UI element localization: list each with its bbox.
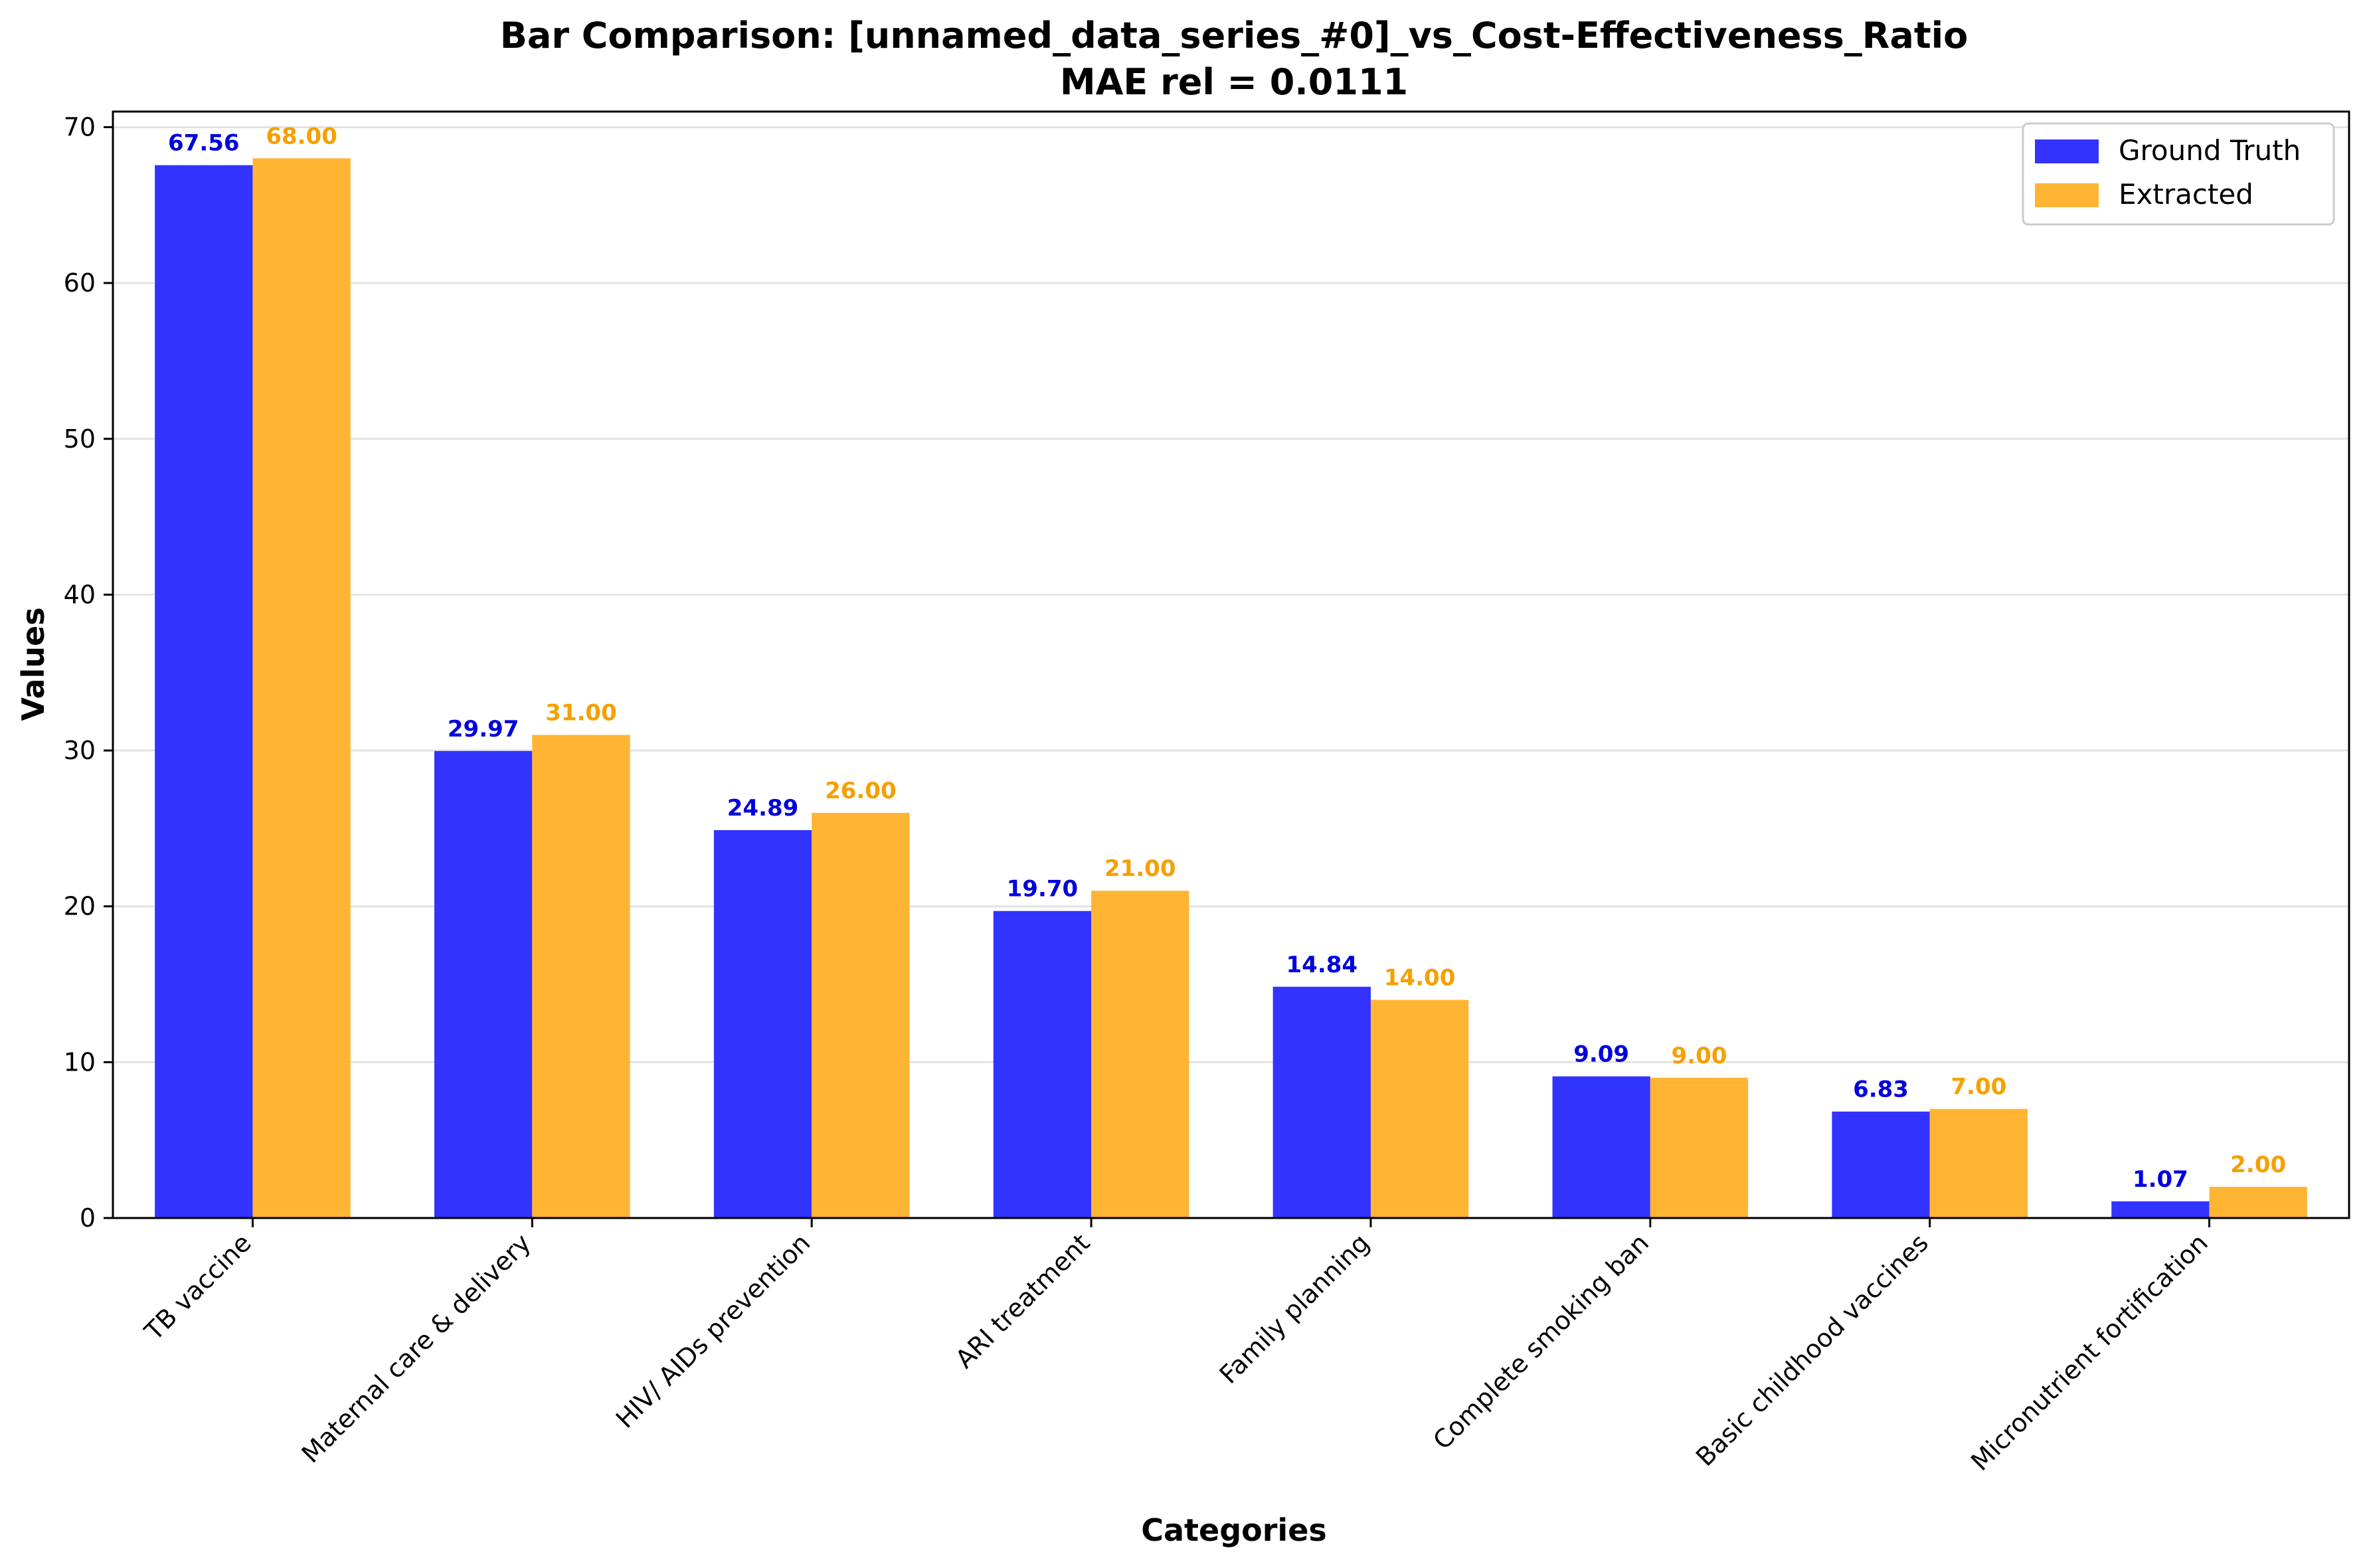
bar-value-label: 21.00: [1104, 855, 1176, 882]
bar-value-label: 19.70: [1007, 876, 1079, 903]
y-tick-label: 10: [64, 1047, 96, 1077]
bar-extracted: [252, 158, 351, 1218]
chart-subtitle: MAE rel = 0.0111: [1060, 61, 1408, 103]
legend-label: Ground Truth: [2119, 134, 2301, 167]
bar-value-label: 14.84: [1286, 952, 1358, 978]
bar-value-label: 31.00: [545, 700, 617, 727]
legend-swatch: [2035, 139, 2099, 163]
bar-value-label: 9.00: [1672, 1043, 1727, 1069]
bar-value-label: 29.97: [448, 716, 519, 742]
legend-label: Extracted: [2119, 178, 2253, 211]
bar-value-label: 6.83: [1853, 1077, 1909, 1103]
bar-value-labels: 67.56 68.00 29.97 31.00 24.89 26.00 19.70 21.00…: [168, 123, 2286, 1192]
bar-value-label: 9.09: [1573, 1041, 1629, 1068]
bar-extracted: [532, 735, 630, 1218]
bar-value-label: 26.00: [825, 778, 897, 804]
bar-extracted: [1650, 1077, 1749, 1218]
bar-extracted: [1091, 891, 1189, 1218]
legend: Ground Truth Extracted: [2022, 122, 2335, 226]
bar-value-label: 67.56: [168, 130, 240, 157]
legend-swatch: [2035, 183, 2099, 207]
x-tick-label: HIV/ AIDs prevention: [610, 1228, 816, 1434]
bar-value-label: 7.00: [1951, 1074, 2006, 1100]
y-axis: 0 10 20 30 40 50 60 70: [64, 112, 113, 1233]
y-tick-label: 0: [80, 1203, 96, 1233]
chart-title: Bar Comparison: [unnamed_data_series_#0]…: [500, 15, 1969, 56]
bar-value-label: 68.00: [266, 123, 337, 149]
bar-extracted: [812, 812, 910, 1218]
x-tick-label: TB vaccine: [139, 1228, 257, 1346]
bar-ground-truth: [434, 750, 533, 1218]
bar-ground-truth: [155, 165, 253, 1218]
x-tick-label: Micronutrient fortification: [1965, 1228, 2214, 1476]
y-tick-label: 60: [64, 268, 96, 298]
bar-value-label: 24.89: [727, 795, 799, 822]
x-tick-label: Family planning: [1214, 1228, 1375, 1389]
y-tick-label: 70: [64, 112, 96, 141]
x-tick-label: ARI treatment: [950, 1228, 1095, 1373]
bar-ground-truth: [993, 911, 1092, 1218]
bar-ground-truth: [713, 829, 812, 1218]
bar-extracted: [1929, 1108, 2028, 1218]
bar-extracted: [2209, 1187, 2307, 1218]
bar-ground-truth: [1272, 986, 1371, 1218]
bar-ground-truth: [1832, 1111, 1930, 1218]
x-axis-label: Categories: [1141, 1512, 1327, 1548]
plot-area-frame: [112, 110, 2350, 1219]
bar-extracted: [1370, 1000, 1469, 1218]
y-tick-label: 50: [64, 424, 96, 454]
x-tick-label: Basic childhood vaccines: [1690, 1228, 1934, 1472]
bar-ground-truth: [1552, 1076, 1650, 1218]
y-tick-label: 20: [64, 892, 96, 921]
x-tick-label: Maternal care & delivery: [296, 1228, 537, 1468]
y-axis-label: Values: [15, 607, 51, 721]
x-axis: TB vaccine Maternal care & delivery HIV/ A…: [139, 1218, 2214, 1476]
legend-box: [2022, 122, 2335, 226]
bar-value-label: 1.07: [2133, 1166, 2188, 1193]
bar-value-label: 14.00: [1384, 964, 1456, 991]
bar-value-label: 2.00: [2230, 1152, 2286, 1178]
bar-ground-truth: [2111, 1201, 2210, 1218]
bars: [155, 158, 2307, 1218]
y-tick-label: 30: [64, 736, 96, 765]
x-tick-label: Complete smoking ban: [1427, 1228, 1654, 1455]
y-tick-label: 40: [64, 580, 96, 609]
